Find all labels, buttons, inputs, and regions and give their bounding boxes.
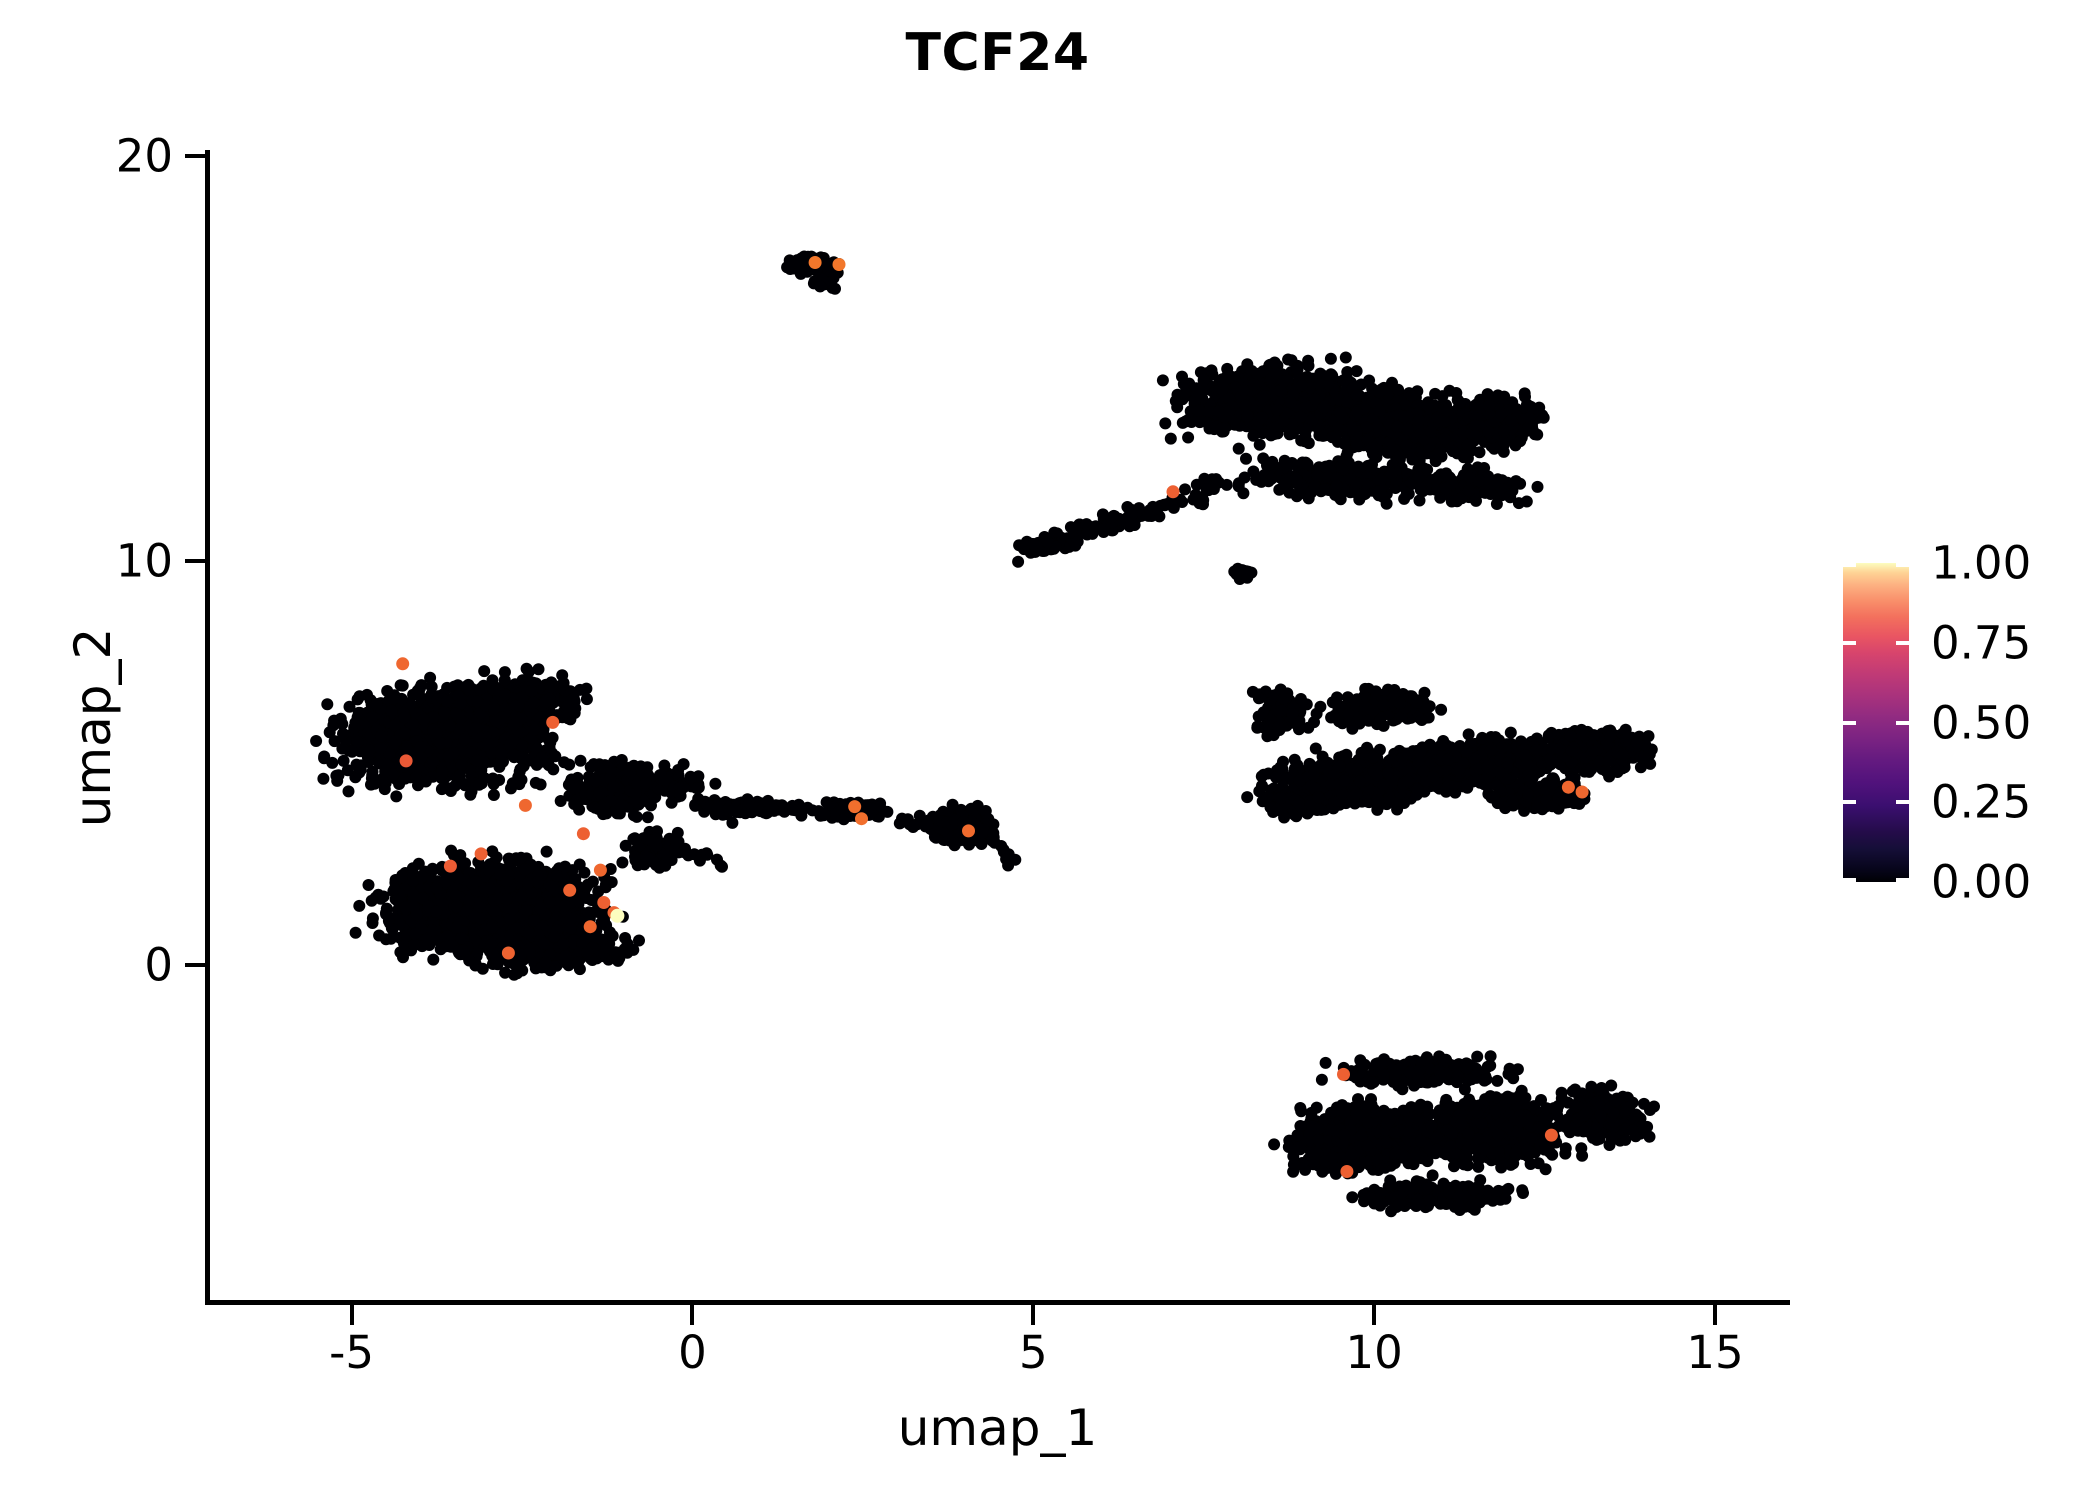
colorbar-tick: [1843, 800, 1856, 805]
y-axis-tick-label: 10: [115, 534, 173, 588]
colorbar-tick-label: 0.50: [1931, 696, 2032, 749]
x-axis-spine: [205, 1300, 1790, 1305]
y-axis-tick: [185, 154, 205, 159]
x-axis-tick: [1713, 1305, 1717, 1325]
y-axis-title: umap_2: [64, 627, 122, 828]
x-axis-tick-label: -5: [329, 1326, 374, 1379]
x-axis-tick: [349, 1305, 354, 1325]
colorbar-tick-label: 0.00: [1931, 855, 2032, 909]
x-axis-tick: [1372, 1305, 1377, 1325]
y-axis-tick: [185, 558, 205, 563]
x-axis-tick-label: 0: [678, 1326, 707, 1379]
y-axis-spine: [205, 150, 210, 1305]
x-axis-title: umap_1: [897, 1399, 1098, 1457]
colorbar-tick: [1896, 800, 1909, 805]
colorbar-tick: [1843, 720, 1856, 725]
colorbar-tick-label: 0.25: [1931, 775, 2032, 829]
colorbar: [1843, 563, 1909, 882]
colorbar-tick-label: 0.75: [1931, 616, 2032, 670]
x-axis-tick-label: 15: [1686, 1326, 1744, 1379]
x-axis-tick-label: 10: [1345, 1326, 1403, 1379]
colorbar-tick: [1843, 878, 1856, 882]
colorbar-tick: [1896, 640, 1909, 645]
colorbar-tick: [1843, 640, 1856, 645]
y-axis-tick-label: 0: [144, 938, 173, 992]
colorbar-tick: [1896, 720, 1909, 725]
colorbar-tick-label: 1.00: [1931, 536, 2032, 590]
colorbar-tick: [1896, 563, 1909, 567]
page-title: TCF24: [905, 23, 1090, 83]
y-axis-tick: [185, 963, 205, 968]
x-axis-tick: [690, 1305, 695, 1325]
plot-axes: [185, 150, 1790, 1325]
y-axis-tick-label: 20: [115, 129, 173, 183]
colorbar-tick: [1896, 878, 1909, 882]
x-axis-tick: [1031, 1305, 1036, 1325]
x-axis-tick-label: 5: [1018, 1326, 1048, 1379]
colorbar-tick: [1843, 563, 1856, 567]
